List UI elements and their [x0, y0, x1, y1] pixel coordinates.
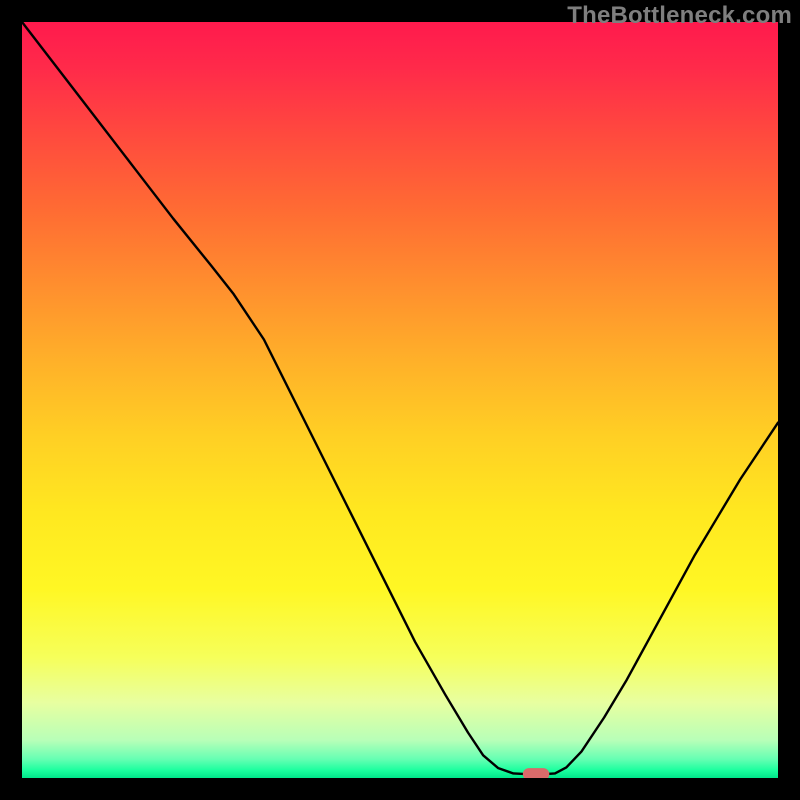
optimal-marker [523, 768, 549, 778]
watermark-text: TheBottleneck.com [567, 2, 792, 30]
plot-area [22, 22, 778, 778]
gradient-background [22, 22, 778, 778]
heatmap-svg [22, 22, 778, 778]
chart-frame: TheBottleneck.com [0, 0, 800, 800]
